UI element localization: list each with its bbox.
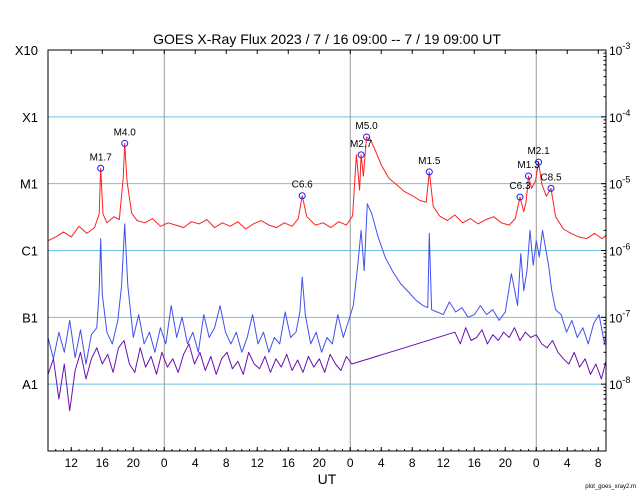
flare-markers: M1.7 M4.0 C6.6 M2.7 M5.0 M1.5 C6.3 M1.3 M2.1 C8.5 [90,121,562,201]
chart-title: GOES X-Ray Flux 2023 / 7 / 16 09:00 -- 7… [153,31,501,47]
x-axis-label: UT [318,471,337,487]
flare-label-9: C8.5 [540,172,562,183]
flare-label-5: M1.5 [418,156,441,167]
y-left-tick-label-1: B1 [22,310,38,325]
y-left-tick-label-5: X10 [15,43,38,58]
x-tick-label-17: 8 [595,456,602,470]
x-tick-label-0: 12 [65,456,79,470]
gridlines [48,50,606,451]
x-tick-label-9: 0 [347,456,354,470]
series-line-long [47,136,607,242]
x-tick-label-11: 8 [409,456,416,470]
y-right-tick-label-4: 10-4 [609,108,630,125]
flare-label-1: M4.0 [114,127,137,138]
y-left-tick-label-3: M1 [20,177,38,192]
flare-label-8: M2.1 [527,146,550,157]
y-left-tick-label-4: X1 [22,110,38,125]
flare-marker-9 [547,184,555,192]
x-tick-label-4: 4 [192,456,199,470]
flare-marker-1 [121,139,129,147]
series-line-short2 [47,327,607,412]
flare-marker-2 [298,192,306,200]
x-tick-label-16: 4 [564,456,571,470]
x-tick-label-12: 12 [437,456,451,470]
flare-label-2: C6.6 [292,180,314,191]
flare-label-4: M5.0 [355,121,378,132]
y-left-tick-label-2: C1 [21,244,38,259]
flare-marker-4 [363,133,371,141]
y-right-tick-label-2: 10-6 [609,242,630,259]
y-right-tick-label-1: 10-7 [609,308,630,325]
series-lines [47,136,607,412]
x-tick-label-8: 20 [313,456,327,470]
flare-marker-5 [425,168,433,176]
flare-marker-8 [535,158,543,166]
y-right-tick-label-3: 10-5 [609,175,630,192]
y-axis-ticks: A1 B1 C1 M1 X1 X10 10-8 10-7 10-6 10-5 10-4 10-3 [15,41,630,432]
flare-label-6: C6.3 [509,181,531,192]
x-tick-label-13: 16 [468,456,482,470]
x-tick-label-7: 16 [282,456,296,470]
flare-marker-6 [516,193,524,201]
x-tick-label-1: 16 [96,456,110,470]
x-tick-label-10: 4 [378,456,385,470]
flare-label-3: M2.7 [350,139,373,150]
x-tick-label-3: 0 [161,456,168,470]
footer-note: plot_goes_xray2.m [585,484,636,490]
x-tick-label-15: 0 [533,456,540,470]
x-tick-label-2: 20 [127,456,141,470]
flare-marker-0 [97,164,105,172]
x-tick-label-5: 8 [223,456,230,470]
flare-marker-7 [525,172,532,180]
flare-label-0: M1.7 [90,152,113,163]
x-tick-label-14: 20 [499,456,513,470]
x-axis-ticks: 12 16 20 0 4 8 12 16 20 0 4 8 12 16 20 0 4 8 [47,50,607,470]
series-line-short [47,203,607,365]
x-tick-label-6: 12 [251,456,265,470]
y-left-tick-label-0: A1 [22,377,38,392]
flare-marker-3 [357,151,365,159]
y-right-tick-label-0: 10-8 [609,375,630,392]
flare-label-7: M1.3 [517,160,540,171]
y-right-tick-label-5: 10-3 [609,41,630,58]
